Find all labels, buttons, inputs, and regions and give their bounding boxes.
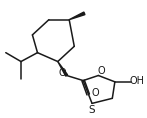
Text: S: S	[88, 105, 95, 115]
Text: O: O	[91, 88, 99, 98]
Text: O: O	[58, 68, 66, 78]
Text: OH: OH	[130, 76, 145, 86]
Text: O: O	[97, 66, 105, 76]
Polygon shape	[58, 61, 68, 76]
Polygon shape	[69, 12, 85, 20]
